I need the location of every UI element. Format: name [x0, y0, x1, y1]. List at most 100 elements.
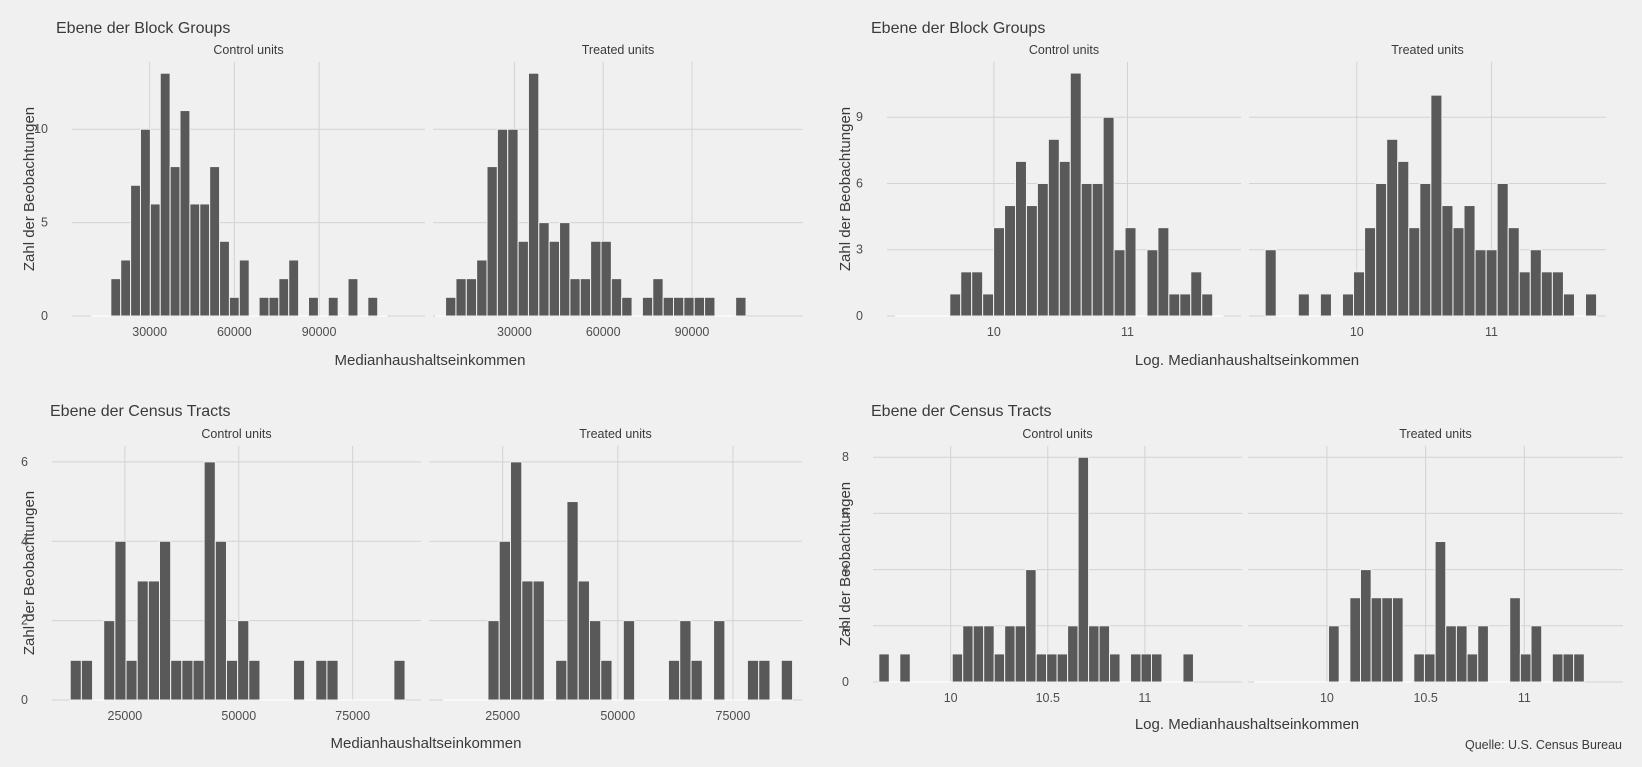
histogram-bar: [600, 659, 613, 701]
histogram-bar: [1168, 293, 1181, 317]
histogram-bar: [476, 259, 488, 317]
panel-title: Ebene der Block Groups: [871, 20, 1045, 37]
facet-strip-label: Treated units: [1399, 427, 1472, 441]
histogram-bar: [1391, 597, 1404, 683]
histogram-bar: [1360, 569, 1372, 683]
histogram-bar: [1036, 182, 1049, 317]
histogram-bar: [704, 296, 716, 317]
histogram-bar: [667, 659, 681, 701]
x-tick-label: 10: [944, 691, 958, 705]
x-tick-label: 75000: [716, 709, 751, 723]
facet-treated: Treated units 25000 50000 75000: [429, 427, 802, 723]
source-caption: Quelle: U.S. Census Bureau: [1465, 738, 1622, 752]
x-axis-label: Log. Medianhaushaltseinkommen: [1135, 352, 1359, 369]
histogram-bar: [962, 625, 974, 683]
facet-strip-label: Control units: [1022, 427, 1092, 441]
panel-title: Ebene der Census Tracts: [871, 403, 1052, 420]
histogram-bar: [1025, 569, 1037, 683]
histogram-bar: [588, 620, 602, 701]
histogram-bar: [1190, 271, 1203, 317]
histogram-bar: [679, 620, 692, 701]
histogram-bar: [780, 659, 794, 701]
histogram-bar: [1364, 227, 1377, 317]
x-tick-label: 75000: [335, 709, 370, 723]
histogram-bar: [972, 625, 985, 683]
histogram-bar: [159, 72, 171, 317]
histogram-bar: [326, 659, 339, 701]
histogram-bar: [114, 540, 127, 701]
x-tick-label: 30000: [497, 325, 532, 339]
panel-3: Ebene der Census Tracts Zahl der Beobacht…: [21, 403, 802, 752]
y-tick-label: 4: [842, 563, 849, 577]
histogram-bar: [455, 278, 467, 317]
y-tick-label: 10: [34, 122, 48, 136]
histogram-bar: [1529, 249, 1542, 317]
histogram-bar: [1477, 625, 1489, 683]
histogram-bar: [199, 203, 211, 317]
histogram-bar: [292, 659, 306, 701]
histogram-bar: [393, 659, 406, 701]
y-tick-label: 0: [21, 693, 28, 707]
y-tick-label: 6: [856, 176, 863, 190]
facet-control: Control units 30000 60000 90000 0 5 10: [34, 43, 425, 339]
facet-treated: Treated units 10 10.5 11: [1248, 427, 1623, 705]
histogram-bar: [238, 259, 250, 317]
histogram-bar: [993, 653, 1006, 683]
x-tick-label: 10: [987, 325, 1001, 339]
histogram-bar: [1419, 182, 1432, 317]
histogram-bar: [622, 620, 636, 701]
y-tick-label: 2: [842, 619, 849, 633]
histogram-bar: [136, 580, 149, 701]
histogram-bar: [1058, 160, 1071, 317]
histogram-bar: [1530, 625, 1543, 683]
histogram-bar: [1466, 653, 1479, 683]
histogram-bar: [1441, 205, 1454, 317]
histogram-bar: [1341, 293, 1355, 317]
histogram-bar: [219, 240, 230, 317]
histogram-bar: [510, 461, 523, 701]
histogram-bar: [1540, 271, 1553, 317]
y-axis-label: Zahl der Beobachtungen: [837, 107, 854, 271]
facet-strip-label: Treated units: [1391, 43, 1464, 57]
histogram-bar: [1397, 160, 1410, 317]
histogram-bar: [225, 659, 239, 701]
x-tick-label: 11: [1121, 325, 1134, 339]
histogram-bar: [1088, 625, 1100, 683]
histogram-bar: [169, 166, 181, 317]
histogram-bar: [1056, 653, 1069, 683]
facet-treated: Treated units 10 11: [1249, 43, 1606, 339]
x-tick-label: 10: [1350, 325, 1364, 339]
histogram-bar: [1150, 653, 1163, 683]
histogram-bar: [288, 259, 300, 317]
histogram-bar: [103, 620, 116, 701]
histogram-bar: [110, 278, 122, 317]
x-axis-label: Log. Medianhaushaltseinkommen: [1135, 716, 1359, 733]
histogram-bar: [1015, 160, 1027, 317]
panel-4: Ebene der Census Tracts Zahl der Beobacht…: [837, 403, 1623, 733]
histogram-bar: [1109, 653, 1121, 683]
histogram-bar: [1004, 205, 1017, 317]
y-tick-label: 8: [842, 450, 849, 464]
histogram-bar: [1297, 293, 1310, 317]
histogram-bar: [1455, 625, 1468, 683]
histogram-bar: [1585, 293, 1598, 317]
x-tick-label: 10.5: [1036, 691, 1060, 705]
histogram-bar: [487, 620, 500, 701]
histogram-bar: [80, 659, 94, 701]
histogram-bar: [1485, 249, 1498, 317]
histogram-bar: [170, 659, 183, 701]
y-axis-label: Zahl der Beobachtungen: [21, 107, 38, 271]
histogram-bar: [983, 625, 995, 683]
histogram-bar: [559, 222, 571, 317]
histogram-bar: [209, 166, 221, 317]
y-tick-label: 3: [856, 243, 863, 257]
histogram-bar: [713, 620, 726, 701]
histogram-bar: [527, 72, 540, 317]
histogram-bar: [1381, 597, 1393, 683]
x-tick-label: 11: [1138, 691, 1151, 705]
histogram-bar: [673, 296, 685, 317]
histogram-bar: [1182, 653, 1194, 683]
histogram-bar: [1014, 625, 1027, 683]
y-tick-label: 0: [856, 309, 863, 323]
histogram-bar: [1077, 456, 1090, 683]
